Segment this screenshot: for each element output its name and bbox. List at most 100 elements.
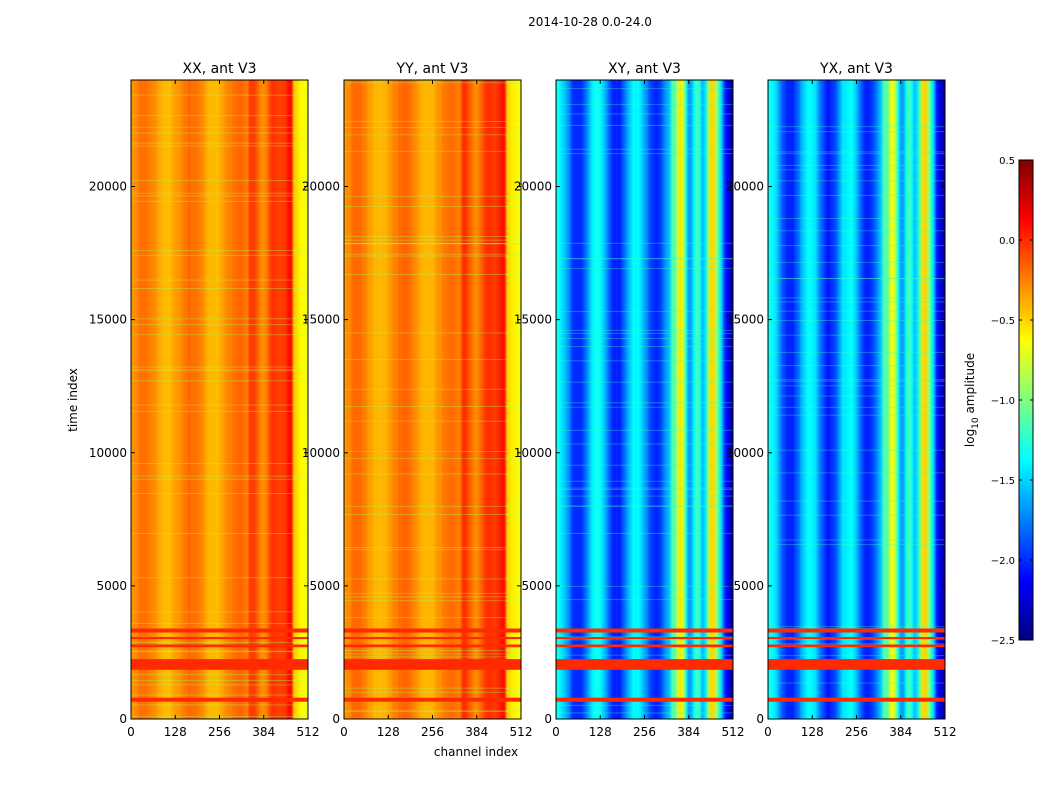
rfi-line — [768, 395, 945, 397]
rfi-line — [344, 420, 521, 422]
rfi-line — [131, 126, 308, 128]
rfi-line — [344, 592, 521, 594]
flagged-band — [556, 637, 733, 640]
rfi-line — [768, 682, 945, 684]
rfi-line — [344, 600, 521, 602]
rfi-line — [556, 639, 733, 641]
rfi-line — [768, 164, 945, 166]
rfi-line — [768, 626, 945, 628]
heatmap-panel-4: YX, ant V3 0 128 256 384 512 0 5000 10000 15000 20… — [726, 61, 957, 739]
rfi-line — [556, 464, 733, 466]
rfi-line — [344, 358, 521, 360]
figure-title: 2014-10-28 0.0-24.0 — [528, 15, 652, 29]
rfi-line — [131, 380, 308, 382]
x-tick-label: 128 — [801, 725, 824, 739]
rfi-line — [131, 478, 308, 480]
x-tick-label: 512 — [510, 725, 533, 739]
rfi-line — [344, 578, 521, 580]
rfi-line — [131, 684, 308, 686]
rfi-line — [131, 195, 308, 197]
rfi-line — [768, 194, 945, 196]
flagged-band — [344, 637, 521, 640]
rfi-line — [556, 338, 733, 339]
y-tick-label: 5000 — [309, 579, 340, 593]
rfi-line — [556, 505, 733, 507]
rfi-line — [131, 463, 308, 464]
flagged-band — [131, 659, 308, 670]
rfi-line — [131, 577, 308, 579]
rfi-line — [556, 124, 733, 126]
rfi-line — [556, 480, 733, 482]
rfi-line — [344, 332, 521, 334]
rfi-line — [131, 192, 308, 194]
rfi-line — [131, 369, 308, 371]
colorbar-label: log10 amplitude — [963, 353, 981, 447]
rfi-line — [768, 500, 945, 502]
y-tick-label: 10000 — [302, 446, 340, 460]
y-tick-label: 10000 — [514, 446, 552, 460]
rfi-line — [131, 254, 308, 256]
x-tick-label: 384 — [677, 725, 700, 739]
rfi-line — [556, 599, 733, 601]
colorbar: −2.5 −2.0 −1.5 −1.0 −0.5 0.0 0.5 log10 amplitud… — [963, 156, 1034, 647]
rfi-line — [344, 195, 521, 197]
flagged-band — [556, 644, 733, 648]
panel-title: XY, ant V3 — [608, 61, 681, 77]
rfi-line — [131, 324, 308, 326]
colorbar-tick-label: −2.5 — [991, 636, 1015, 647]
rfi-line — [768, 126, 945, 128]
rfi-line — [131, 288, 308, 289]
colorbar-label-rest: amplitude — [963, 353, 977, 417]
colorbar-tick-label: 0.5 — [999, 156, 1015, 167]
x-tick-label: 0 — [340, 725, 348, 739]
rfi-line — [344, 687, 521, 689]
rfi-line — [768, 297, 945, 299]
rfi-line — [344, 253, 521, 255]
flagged-band — [131, 637, 308, 640]
colorbar-tick-label: −1.0 — [991, 396, 1015, 407]
rfi-line — [344, 458, 521, 460]
x-tick-label: 512 — [934, 725, 957, 739]
rfi-line — [768, 380, 945, 382]
x-tick-label: 256 — [421, 725, 444, 739]
rfi-line — [768, 414, 945, 416]
rfi-line — [768, 218, 945, 219]
rfi-line — [556, 311, 733, 313]
flagged-band — [768, 628, 945, 633]
rfi-line — [344, 710, 521, 712]
rfi-line — [131, 611, 308, 613]
x-tick-label: 384 — [252, 725, 275, 739]
rfi-line — [556, 402, 733, 404]
rfi-line — [768, 310, 945, 312]
x-tick-label: 128 — [589, 725, 612, 739]
rfi-line — [344, 547, 521, 548]
rfi-line — [556, 88, 733, 90]
rfi-line — [344, 206, 521, 207]
rfi-line — [344, 451, 521, 452]
rfi-line — [556, 329, 733, 331]
rfi-line — [556, 532, 733, 534]
colorbar-label-sub: 10 — [971, 417, 981, 429]
rfi-line — [344, 243, 521, 245]
rfi-line — [131, 404, 308, 406]
y-tick-label: 5000 — [521, 579, 552, 593]
y-tick-label: 0 — [119, 712, 127, 726]
rfi-line — [131, 366, 308, 368]
heatmap-field — [556, 80, 733, 719]
rfi-line — [768, 230, 945, 232]
flagged-band — [768, 637, 945, 640]
rfi-line — [344, 243, 521, 244]
rfi-line — [556, 258, 733, 260]
heatmap-field — [131, 80, 308, 719]
rfi-line — [131, 94, 308, 96]
rfi-line — [768, 334, 945, 336]
x-tick-label: 256 — [208, 725, 231, 739]
rfi-line — [768, 449, 945, 451]
colorbar-tick-label: −0.5 — [991, 316, 1015, 327]
rfi-line — [768, 169, 945, 171]
x-tick-label: 256 — [633, 725, 656, 739]
rfi-line — [556, 103, 733, 105]
flagged-band — [344, 697, 521, 702]
flagged-band — [131, 644, 308, 648]
rfi-line — [131, 704, 308, 706]
